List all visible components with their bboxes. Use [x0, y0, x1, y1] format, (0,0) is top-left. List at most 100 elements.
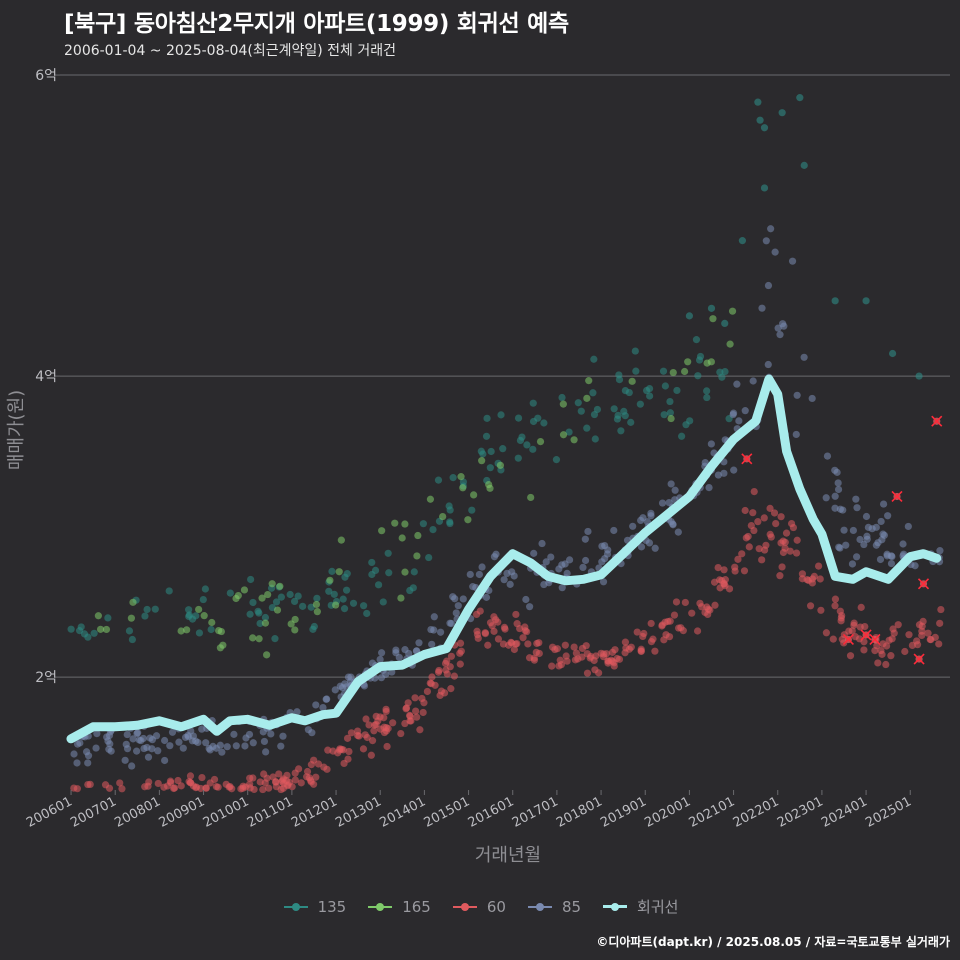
x-tick-label: 202001	[642, 794, 693, 831]
data-point-85	[831, 492, 839, 500]
data-point-60	[561, 641, 569, 649]
data-point-85	[540, 580, 548, 589]
data-point-60	[918, 631, 926, 640]
data-point-135	[247, 575, 255, 584]
data-point-60	[758, 556, 766, 564]
data-point-60	[376, 725, 385, 733]
data-point-135	[75, 627, 84, 635]
data-point-60	[742, 534, 750, 542]
data-point-60	[679, 627, 687, 635]
y-axis-ticks: 2억 4억 6억	[35, 68, 60, 686]
data-point-85	[154, 747, 162, 755]
data-point-135	[374, 581, 383, 589]
data-point-165	[96, 625, 105, 633]
data-point-135	[207, 625, 215, 634]
data-point-60	[792, 549, 801, 557]
data-point-60	[750, 488, 758, 496]
data-point-135	[685, 312, 694, 320]
data-point-60	[402, 704, 411, 712]
data-points	[67, 94, 945, 794]
data-point-135	[645, 384, 654, 393]
data-point-165	[414, 531, 422, 540]
data-point-60	[401, 719, 409, 728]
data-point-85	[223, 743, 231, 751]
cancel-x-mark	[860, 629, 872, 641]
data-point-85	[788, 257, 797, 265]
data-point-60	[192, 783, 201, 791]
data-point-135	[254, 607, 262, 615]
cancel-x-mark	[917, 578, 930, 590]
data-point-85	[428, 640, 436, 648]
data-point-60	[384, 724, 392, 733]
data-point-85	[868, 525, 876, 533]
data-point-60	[411, 694, 419, 702]
cancel-x-mark	[741, 453, 753, 465]
data-point-60	[563, 657, 571, 665]
data-point-60	[696, 599, 704, 607]
gridlines	[60, 74, 950, 678]
data-point-60	[246, 774, 254, 782]
data-point-135	[487, 447, 495, 456]
data-point-60	[637, 645, 645, 653]
data-point-85	[849, 526, 857, 535]
data-point-85	[262, 748, 270, 756]
data-point-60	[829, 635, 837, 643]
data-point-165	[707, 358, 715, 366]
data-point-60	[583, 669, 592, 677]
data-point-135	[707, 304, 716, 312]
data-point-60	[688, 609, 696, 617]
data-point-60	[670, 611, 679, 619]
data-point-60	[924, 629, 932, 637]
data-point-135	[299, 602, 307, 610]
data-point-85	[279, 732, 287, 740]
data-point-165	[273, 606, 282, 614]
y-tick-label: 4억	[35, 369, 57, 385]
data-point-60	[474, 634, 482, 642]
data-point-85	[599, 578, 608, 586]
x-tick-label: 200901	[157, 794, 208, 831]
data-point-60	[571, 656, 579, 664]
data-point-85	[84, 759, 92, 767]
data-point-165	[398, 534, 406, 542]
data-point-85	[879, 500, 888, 508]
data-point-85	[767, 225, 775, 233]
data-point-60	[772, 519, 780, 528]
data-point-60	[443, 657, 451, 665]
data-point-85	[144, 753, 153, 761]
data-point-85	[667, 517, 675, 526]
data-point-85	[259, 728, 267, 736]
data-point-165	[684, 358, 692, 366]
data-point-135	[646, 392, 654, 400]
data-point-85	[651, 544, 659, 552]
data-point-85	[503, 569, 511, 578]
data-point-85	[792, 430, 800, 439]
data-point-165	[378, 527, 386, 535]
data-point-60	[787, 519, 796, 528]
data-point-85	[558, 561, 566, 569]
data-point-60	[661, 618, 669, 626]
data-point-85	[415, 639, 423, 647]
data-point-165	[559, 431, 568, 439]
data-point-60	[154, 779, 162, 788]
y-tick-label: 6억	[35, 68, 57, 84]
data-point-60	[850, 619, 858, 627]
data-point-135	[363, 609, 371, 618]
data-point-135	[261, 613, 270, 622]
data-point-135	[325, 587, 333, 595]
data-point-85	[319, 703, 327, 712]
data-point-135	[342, 586, 351, 594]
data-point-135	[721, 319, 729, 328]
data-point-60	[372, 712, 380, 720]
data-point-85	[241, 742, 249, 750]
data-point-60	[860, 646, 868, 654]
data-point-85	[449, 593, 457, 601]
data-point-60	[265, 784, 273, 792]
data-point-85	[629, 522, 637, 530]
data-point-135	[192, 612, 200, 620]
data-point-60	[871, 647, 879, 655]
data-point-85	[436, 628, 445, 636]
data-point-85	[581, 556, 590, 565]
data-point-60	[798, 575, 807, 583]
data-point-85	[735, 417, 743, 425]
